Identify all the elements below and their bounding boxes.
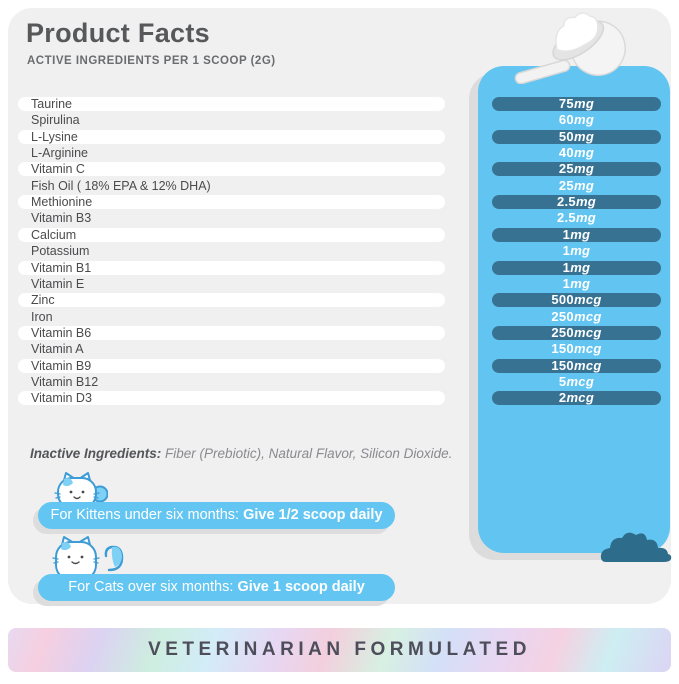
- ingredient-row: Vitamin E 1mg: [8, 275, 679, 291]
- cat-dose-amount: Give 1 scoop daily: [237, 579, 365, 595]
- ingredient-amount: 60mg: [558, 112, 595, 128]
- ingredient-amount: 1mg: [562, 275, 591, 291]
- ingredient-amount: 25mg: [492, 162, 661, 177]
- ingredient-name: Vitamin A: [31, 342, 84, 357]
- ingredient-amount: 50mg: [492, 129, 661, 144]
- holographic-banner: VETERINARIAN FORMULATED: [8, 628, 671, 672]
- ingredient-name: Calcium: [18, 227, 445, 242]
- ingredient-amount: 2.5mg: [492, 195, 661, 210]
- ingredient-amount: 2.5mg: [556, 210, 597, 226]
- ingredient-row: L-Lysine 50mg: [8, 129, 679, 144]
- ingredient-row: Taurine 75mg: [8, 97, 679, 111]
- ingredient-name: L-Arginine: [31, 146, 88, 161]
- banner-text: VETERINARIAN FORMULATED: [148, 639, 531, 660]
- inactive-ingredients: Inactive Ingredients: Fiber (Prebiotic),…: [30, 446, 452, 461]
- page-subtitle: ACTIVE INGREDIENTS PER 1 SCOOP (2G): [27, 55, 276, 67]
- ingredients-rows: Taurine 75mg Spirulina 60mg L-Lysine 50m…: [8, 8, 679, 684]
- ingredient-row: Fish Oil ( 18% EPA & 12% DHA) 25mg: [8, 177, 679, 193]
- inactive-ingredients-label: Inactive Ingredients:: [30, 446, 162, 461]
- ingredient-name: Vitamin B1: [18, 260, 445, 275]
- ingredient-amount: 75mg: [492, 97, 661, 111]
- kitten-dose-amount: Give 1/2 scoop daily: [243, 507, 383, 523]
- cat-dose-label: For Cats over six months:: [68, 579, 238, 595]
- ingredient-amount: 150mcg: [492, 358, 661, 373]
- inactive-ingredients-text: Fiber (Prebiotic), Natural Flavor, Silic…: [161, 446, 453, 461]
- ingredient-amount: 5mcg: [558, 373, 595, 389]
- kitten-dose-pill: For Kittens under six months: Give 1/2 s…: [38, 502, 395, 529]
- scoop-icon: [514, 12, 626, 84]
- ingredient-name: Iron: [31, 309, 53, 324]
- kitten-icon: [54, 472, 108, 508]
- ingredient-amount: 1mg: [562, 243, 591, 259]
- ingredient-name: Vitamin B9: [18, 358, 445, 373]
- ingredient-name: Zinc: [18, 293, 445, 308]
- ingredient-row: Vitamin C 25mg: [8, 162, 679, 177]
- ingredient-row: Spirulina 60mg: [8, 112, 679, 128]
- ingredient-row: Vitamin B6 250mcg: [8, 325, 679, 340]
- ingredient-name: L-Lysine: [18, 129, 445, 144]
- page-title: Product Facts: [26, 18, 210, 48]
- ingredient-row: Potassium 1mg: [8, 243, 679, 259]
- ingredient-row: Iron 250mcg: [8, 308, 679, 324]
- ingredient-name: Vitamin D3: [18, 391, 445, 406]
- ingredient-row: Vitamin D3 2mcg: [8, 391, 679, 406]
- ingredient-amount: 25mg: [558, 177, 595, 193]
- ingredient-amount: 250mcg: [492, 325, 661, 340]
- ingredient-row: Vitamin B12 5mcg: [8, 373, 679, 389]
- ingredient-amount: 2mcg: [492, 391, 661, 406]
- ingredient-row: Vitamin B3 2.5mg: [8, 210, 679, 226]
- ingredient-amount: 40mg: [558, 145, 595, 161]
- ingredient-amount: 150mcg: [551, 341, 602, 357]
- ingredient-name: Vitamin B12: [31, 374, 99, 389]
- ingredient-name: Vitamin B3: [31, 211, 92, 226]
- ingredient-row: Calcium 1mg: [8, 227, 679, 242]
- ingredient-name: Spirulina: [31, 113, 80, 128]
- ingredient-row: Vitamin B1 1mg: [8, 260, 679, 275]
- ingredient-name: Fish Oil ( 18% EPA & 12% DHA): [31, 178, 211, 193]
- ingredient-row: Methionine 2.5mg: [8, 195, 679, 210]
- ingredient-name: Taurine: [18, 97, 445, 111]
- ingredient-row: Vitamin A 150mcg: [8, 341, 679, 357]
- ingredient-amount: 1mg: [492, 260, 661, 275]
- amounts-panel: [478, 66, 670, 553]
- ingredient-name: Vitamin E: [31, 276, 85, 291]
- ingredient-name: Vitamin B6: [18, 325, 445, 340]
- ingredient-name: Methionine: [18, 195, 445, 210]
- ingredient-row: Vitamin B9 150mcg: [8, 358, 679, 373]
- ingredient-amount: 250mcg: [551, 308, 602, 324]
- ingredient-amount: 500mcg: [492, 293, 661, 308]
- ingredient-amount: 1mg: [492, 227, 661, 242]
- ingredient-row: L-Arginine 40mg: [8, 145, 679, 161]
- cat-dose-pill: For Cats over six months: Give 1 scoop d…: [38, 574, 395, 601]
- ingredient-row: Zinc 500mcg: [8, 293, 679, 308]
- bush-icon: [600, 532, 672, 562]
- ingredient-name: Potassium: [31, 244, 90, 259]
- kitten-dose-label: For Kittens under six months:: [50, 507, 244, 523]
- ingredient-name: Vitamin C: [18, 162, 445, 177]
- product-facts-card: Product Facts ACTIVE INGREDIENTS PER 1 S…: [8, 8, 672, 604]
